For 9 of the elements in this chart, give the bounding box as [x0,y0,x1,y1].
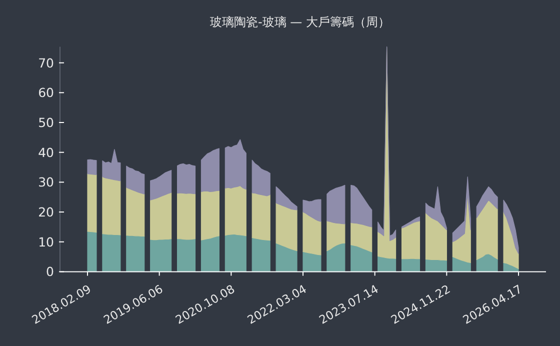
y-tick-label: 40 [38,144,54,160]
y-tick-label: 10 [38,234,54,250]
chart-title: 玻璃陶瓷-玻璃 — 大戶籌碼（周） [210,15,390,29]
y-tick-label: 20 [38,204,54,220]
y-tick-label: 60 [38,85,54,100]
y-tick-label: 0 [46,264,54,280]
y-tick-label: 70 [38,55,54,70]
y-tick-label: 30 [38,174,54,190]
y-tick-label: 50 [38,114,54,130]
